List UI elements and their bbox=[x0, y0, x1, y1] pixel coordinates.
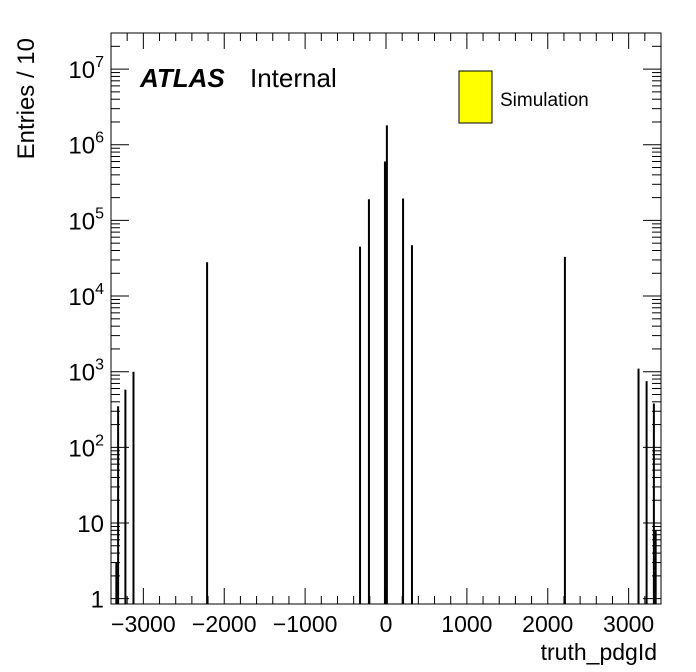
x-tick-label: −3000 bbox=[111, 611, 176, 637]
x-tick-label: 3000 bbox=[603, 611, 654, 637]
x-tick-label: 1000 bbox=[441, 611, 492, 637]
y-tick-label: 104 bbox=[68, 281, 104, 311]
y-tick-label: 106 bbox=[68, 130, 104, 160]
x-axis-label: truth_pdgId bbox=[541, 639, 657, 665]
internal-label: Internal bbox=[250, 63, 337, 93]
y-tick-label: 10 bbox=[77, 511, 104, 538]
histogram-bars bbox=[115, 125, 657, 604]
atlas-label: ATLAS bbox=[139, 63, 225, 93]
y-tick-label: 102 bbox=[68, 432, 104, 462]
y-tick-label: 107 bbox=[68, 54, 104, 84]
x-axis-ticks: −3000 −2000 −1000 0 1000 2000 3000 bbox=[110, 33, 662, 637]
legend-swatch bbox=[458, 70, 493, 124]
x-tick-label: 0 bbox=[380, 611, 393, 637]
x-tick-label: −2000 bbox=[192, 611, 257, 637]
y-tick-label: 1 bbox=[91, 587, 104, 614]
y-axis-label: Entries / 10 bbox=[13, 38, 40, 159]
y-axis-ticks: 1 10 102 103 104 105 106 107 bbox=[68, 32, 661, 614]
legend-label: Simulation bbox=[500, 90, 589, 111]
y-tick-label: 105 bbox=[68, 205, 104, 235]
y-tick-label: 103 bbox=[68, 357, 104, 387]
x-tick-label: 2000 bbox=[522, 611, 573, 637]
x-tick-label: −1000 bbox=[273, 611, 338, 637]
